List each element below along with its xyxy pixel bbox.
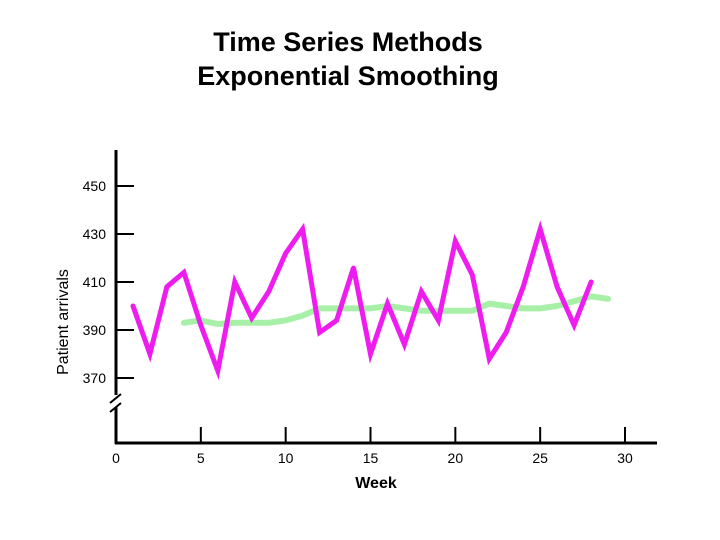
forecast-point-week-4: [181, 320, 186, 325]
x-tick-label: 10: [278, 450, 294, 466]
forecast-point-week-28: [589, 294, 594, 299]
forecast-point-week-14: [351, 306, 356, 311]
chart-title: Time Series Methods Exponential Smoothin…: [0, 25, 696, 93]
forecast-point-week-7: [232, 320, 237, 325]
arrivals-point-week-21: [470, 272, 475, 277]
forecast-point-week-11: [300, 313, 305, 318]
arrivals-point-week-26: [555, 284, 560, 289]
forecast-point-week-20: [453, 308, 458, 313]
forecast-point-week-10: [283, 318, 288, 323]
x-axis-label: Week: [355, 475, 397, 492]
forecast-point-week-9: [266, 320, 271, 325]
arrivals-point-week-8: [249, 316, 254, 320]
y-tick-label: 410: [83, 274, 107, 290]
forecast-point-week-18: [419, 308, 424, 313]
y-tick-label: 370: [83, 370, 107, 386]
arrivals-point-week-12: [317, 330, 322, 335]
title-line-2: Exponential Smoothing: [197, 61, 499, 91]
forecast-point-week-25: [538, 306, 543, 311]
series-line-forecast: [180, 293, 611, 327]
arrivals-point-week-2: [147, 352, 152, 356]
series-layer: [130, 220, 611, 381]
arrivals-point-week-14: [351, 265, 356, 270]
arrivals-point-week-1: [131, 304, 135, 308]
arrivals-point-week-17: [402, 342, 407, 347]
forecast-point-week-22: [487, 301, 492, 306]
forecast-point-week-21: [470, 308, 475, 313]
x-tick-label: 15: [363, 450, 379, 466]
axis-break-icon: [109, 393, 122, 413]
arrivals-point-week-22: [487, 356, 492, 361]
x-tick-label: 30: [617, 450, 633, 466]
x-tick-label: 25: [532, 450, 548, 466]
arrivals-point-week-16: [385, 301, 390, 306]
x-tick-label: 20: [448, 450, 464, 466]
arrivals-point-week-5: [198, 323, 203, 328]
forecast-point-week-26: [555, 304, 560, 308]
arrivals-point-week-15: [368, 352, 373, 356]
arrivals-point-week-10: [283, 251, 288, 256]
arrivals-point-week-28: [589, 280, 594, 284]
arrivals-point-week-24: [521, 284, 526, 289]
forecast-point-week-15: [368, 306, 373, 311]
arrivals-point-week-27: [572, 323, 577, 328]
forecast-point-week-12: [317, 306, 322, 311]
x-ticks: 0 5 10 15 20 25 30: [112, 427, 633, 466]
arrivals-point-week-20: [453, 239, 458, 244]
arrivals-point-week-7: [232, 280, 237, 284]
arrivals-point-week-11: [300, 227, 305, 232]
title-line-1: Time Series Methods: [213, 27, 483, 57]
y-tick-label: 450: [83, 178, 107, 194]
arrivals-point-week-9: [266, 289, 271, 294]
arrivals-point-week-19: [436, 318, 441, 323]
x-tick-label: 5: [197, 450, 205, 466]
series-line-arrivals: [130, 220, 594, 381]
y-tick-label: 430: [83, 226, 107, 242]
forecast-point-week-17: [402, 306, 407, 311]
forecast-point-week-29: [606, 296, 610, 301]
forecast-point-week-24: [521, 306, 526, 311]
arrivals-point-week-6: [215, 368, 220, 373]
x-tick-label: 0: [112, 450, 120, 466]
arrivals-point-week-25: [538, 227, 543, 232]
forecast-point-week-8: [249, 320, 254, 325]
forecast-point-week-27: [572, 299, 577, 304]
forecast-point-week-6: [215, 322, 220, 326]
arrivals-point-week-4: [181, 270, 186, 275]
y-tick-label: 390: [83, 322, 107, 338]
arrivals-point-week-13: [334, 318, 339, 323]
forecast-point-week-23: [504, 304, 509, 308]
y-axis-label: Patient arrivals: [55, 269, 72, 375]
axes: [109, 150, 657, 445]
arrivals-point-week-3: [164, 284, 169, 289]
arrivals-point-week-23: [504, 330, 509, 335]
arrivals-point-week-18: [419, 289, 424, 294]
y-ticks: 450 430 410 390 370: [83, 178, 134, 386]
